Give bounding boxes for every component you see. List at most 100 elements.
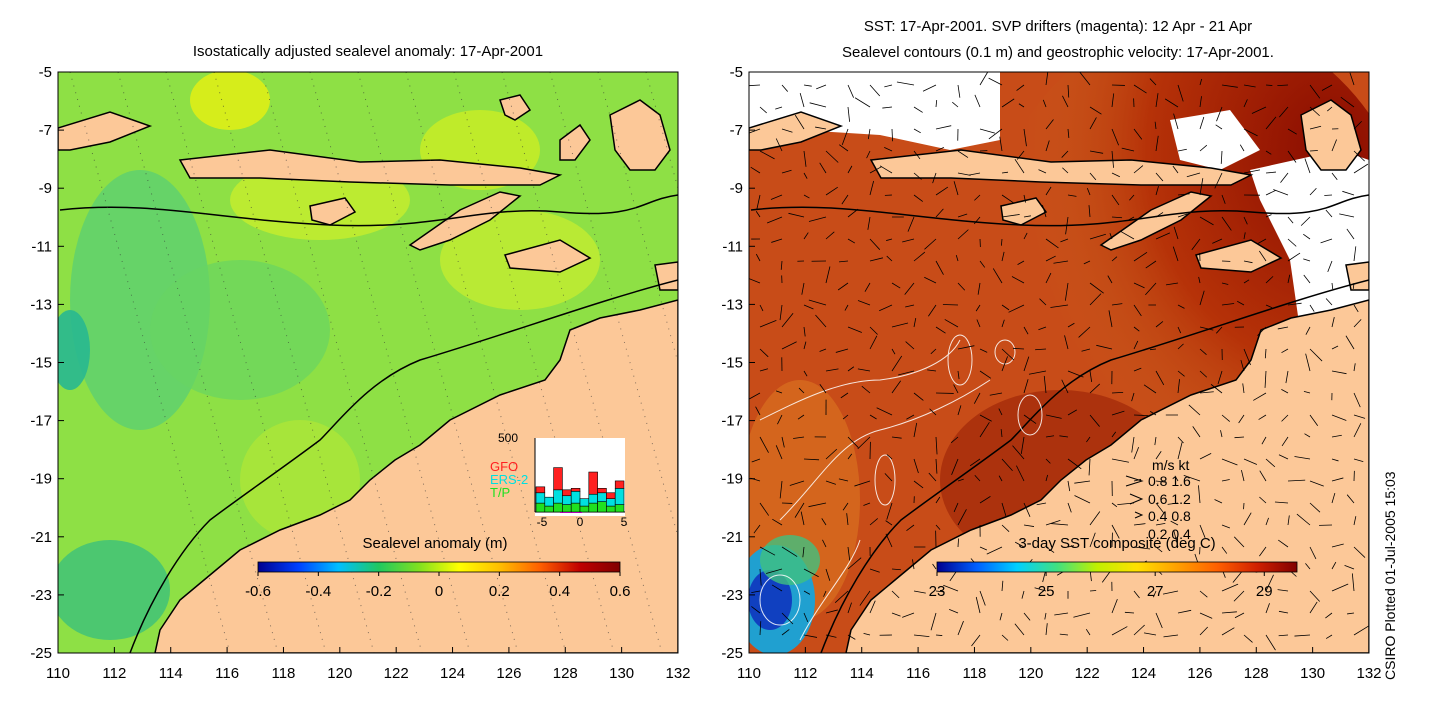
velocity-arrow [1353,163,1369,174]
inset-xtick: 5 [621,515,628,529]
velocity-arrow [1088,205,1091,218]
velocity-arrow [1074,480,1091,484]
inset-bar-gfo [553,467,563,491]
velocity-arrow [876,407,893,416]
velocity-arrow [837,282,849,291]
velocity-arrow [913,172,922,180]
velocity-arrow [979,348,988,353]
velocity-arrow [1089,414,1100,427]
sla-high-patch [190,72,270,130]
velocity-arrow [1349,72,1355,86]
velocity-arrow [869,180,875,196]
velocity-arrow [1001,319,1005,328]
velocity-arrow [957,370,960,380]
lon-tick-label: 112 [793,665,817,682]
right-colorbar-ticks: 23 25 27 29 [929,572,1273,600]
velocity-arrow [1199,370,1208,378]
velocity-arrow [950,436,959,444]
sst-cool-region [760,535,820,585]
velocity-arrow [1038,169,1047,174]
lat-tick-label: -25 [721,645,743,662]
velocity-arrow [1120,230,1135,240]
lon-tick-label: 132 [1356,665,1381,682]
velocity-arrow [1133,447,1140,460]
velocity-arrow [1111,502,1118,508]
velocity-arrow [1257,326,1267,336]
velocity-arrow [821,518,827,526]
velocity-arrow [1309,590,1321,602]
velocity-arrow [1353,304,1359,313]
velocity-arrow [1331,561,1337,570]
velocity-arrow [1264,370,1267,388]
velocity-arrow [935,436,938,455]
velocity-arrow [1150,411,1157,416]
velocity-arrow [1133,252,1148,262]
velocity-arrow [1199,78,1203,86]
velocity-arrow [777,414,783,425]
velocity-arrow [1309,601,1318,614]
velocity-arrow [1324,194,1333,196]
velocity-arrow [1067,84,1070,98]
velocity-arrow [1155,522,1166,526]
inset-bar-tp [606,505,616,513]
velocity-arrow [924,238,937,250]
velocity-arrow [1023,215,1031,218]
velocity-arrow [924,276,937,284]
velocity-arrow [891,355,903,372]
velocity-arrow [1000,238,1003,246]
velocity-arrow [1212,238,1223,244]
inset-bar-tp [544,505,554,513]
velocity-arrow [1074,495,1091,504]
inset-bar-gfo [614,480,625,489]
velocity-arrow [759,348,769,358]
velocity-arrow [1221,546,1228,554]
velocity-arrow [803,194,810,199]
velocity-arrow [969,458,981,467]
velocity-arrow [1067,322,1075,328]
sla-low-patch [58,540,170,640]
velocity-arrow [841,128,849,146]
velocity-arrow [1280,172,1289,183]
velocity-arrow [884,84,893,88]
velocity-arrow [1111,216,1123,219]
velocity-arrow [755,406,761,416]
velocity-arrow [935,590,945,593]
velocity-arrow [1221,583,1239,592]
inset-bar-tp [553,502,563,513]
velocity-arrow [1183,474,1201,482]
colorbar-tick-label: 23 [929,583,946,600]
lon-tick-label: 112 [102,665,126,682]
velocity-arrow [1353,546,1366,558]
inset-bar-gfo [606,492,616,499]
velocity-arrow [957,345,975,350]
velocity-arrow [1287,274,1291,284]
velocity-arrow [1086,436,1091,443]
velocity-arrow [1045,519,1061,526]
velocity-arrow [906,524,915,531]
cloud-mask [1250,150,1369,340]
velocity-arrow [886,454,893,460]
velocity-arrow [1023,379,1029,394]
velocity-arrow [1023,414,1037,424]
velocity-arrow [1265,214,1272,218]
velocity-arrow [775,445,783,460]
velocity-arrow [935,634,943,636]
inset-bar-tp [579,505,590,513]
velocity-arrow [771,584,783,592]
velocity-arrow [891,128,893,142]
velocity-arrow [1172,165,1179,174]
velocity-arrow [1108,310,1113,328]
velocity-arrow [1012,445,1025,460]
velocity-arrow [913,634,930,638]
velocity-arrow [1067,545,1075,548]
velocity-arrow [1131,436,1135,453]
velocity-arrow [867,128,871,140]
velocity-arrow [1067,128,1070,138]
lon-tick-label: 110 [46,665,70,682]
velocity-arrow [1216,106,1223,122]
velocity-arrow [1089,293,1102,306]
colorbar-tick-label: 29 [1256,583,1273,600]
velocity-arrow [1192,426,1201,438]
velocity-arrow [867,216,871,230]
velocity-arrow [808,502,827,508]
